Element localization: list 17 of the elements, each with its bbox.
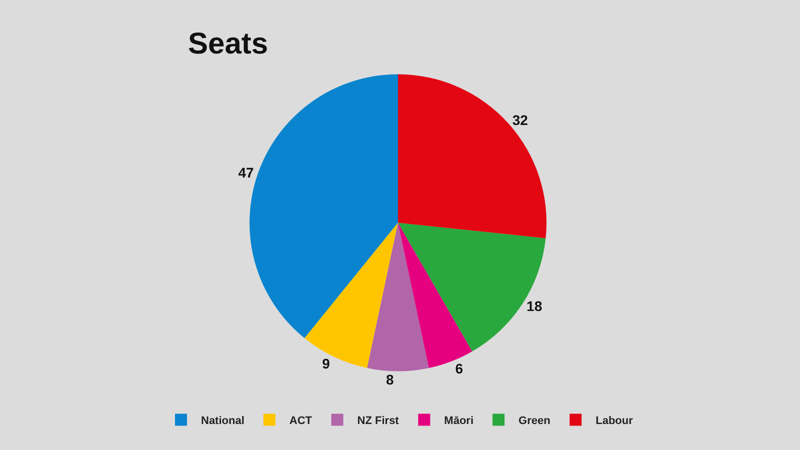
data-label: 32	[512, 112, 528, 128]
legend-label: NZ First	[357, 415, 400, 428]
data-label: 47	[238, 164, 254, 180]
legend-label: National	[201, 415, 244, 428]
legend-label: Labour	[596, 415, 634, 428]
pie-slice	[367, 222, 429, 372]
data-label: 6	[455, 360, 464, 376]
data-label: 18	[526, 298, 542, 314]
chart-title: Seats	[188, 27, 268, 60]
pie-slice	[304, 222, 398, 368]
pie-slice	[398, 222, 546, 352]
data-label: 8	[386, 371, 394, 388]
legend-label: ACT	[289, 415, 312, 428]
legend-label: Green	[518, 415, 551, 428]
legend-label: Māori	[444, 415, 474, 428]
data-label: 9	[322, 355, 330, 372]
pie-slice	[398, 74, 546, 238]
